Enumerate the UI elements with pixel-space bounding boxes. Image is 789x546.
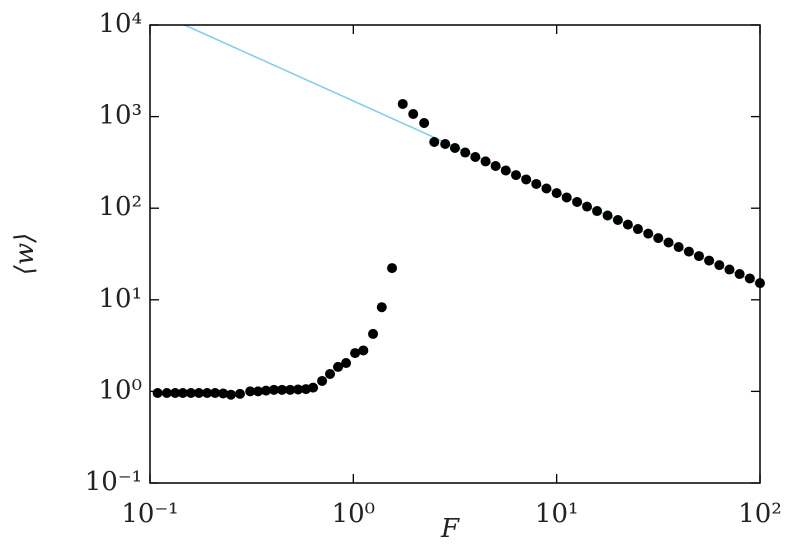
x-tick-label: 10² bbox=[738, 499, 782, 529]
data-point bbox=[582, 201, 593, 212]
y-tick-label: 10⁻¹ bbox=[85, 467, 142, 497]
data-point bbox=[387, 263, 398, 274]
plot-frame bbox=[149, 24, 761, 484]
data-point bbox=[511, 170, 522, 181]
y-tick-label: 10³ bbox=[98, 101, 142, 131]
y-tick-label: 10² bbox=[98, 192, 142, 222]
data-point bbox=[460, 147, 471, 158]
data-point bbox=[325, 368, 336, 379]
data-point bbox=[470, 152, 481, 163]
data-point bbox=[177, 388, 188, 399]
data-point bbox=[480, 156, 491, 167]
data-point bbox=[368, 328, 379, 339]
data-point bbox=[350, 348, 361, 359]
x-axis-label: F bbox=[440, 514, 460, 544]
data-point bbox=[268, 384, 279, 395]
data-point bbox=[683, 246, 694, 257]
data-point bbox=[653, 233, 664, 244]
data-point bbox=[333, 361, 344, 372]
data-point bbox=[724, 264, 735, 275]
data-point bbox=[185, 388, 196, 399]
data-point bbox=[308, 382, 319, 393]
data-point bbox=[561, 192, 572, 203]
markers bbox=[152, 98, 765, 400]
data-point bbox=[245, 386, 256, 397]
y-tick-label: 10⁰ bbox=[98, 375, 142, 405]
data-point bbox=[663, 237, 674, 248]
data-point bbox=[602, 210, 613, 221]
data-point bbox=[161, 388, 172, 399]
data-point bbox=[612, 215, 623, 226]
data-point bbox=[551, 188, 562, 199]
data-point bbox=[744, 273, 755, 284]
data-point bbox=[317, 375, 328, 386]
data-point bbox=[152, 388, 163, 399]
data-point bbox=[218, 388, 229, 399]
data-point bbox=[592, 206, 603, 217]
data-point bbox=[419, 118, 430, 129]
data-point bbox=[643, 228, 654, 239]
data-point bbox=[234, 388, 245, 399]
x-tick-label: 10⁰ bbox=[332, 499, 376, 529]
data-point bbox=[693, 251, 704, 262]
data-point bbox=[622, 219, 633, 230]
y-axis-label: ⟨w⟩ bbox=[10, 233, 40, 276]
data-point bbox=[572, 196, 583, 207]
data-point bbox=[704, 255, 715, 266]
data-point bbox=[531, 178, 542, 189]
data-point bbox=[376, 302, 387, 313]
y-tick-label: 10¹ bbox=[98, 284, 142, 314]
data-point bbox=[210, 388, 221, 399]
data-point bbox=[541, 183, 552, 194]
data-point bbox=[714, 260, 725, 271]
x-tick-label: 10¹ bbox=[535, 499, 579, 529]
y-tick-label: 10⁴ bbox=[98, 9, 142, 39]
data-point bbox=[277, 384, 288, 395]
data-point bbox=[293, 384, 304, 395]
data-point bbox=[202, 388, 213, 399]
data-point bbox=[673, 242, 684, 253]
data-point bbox=[193, 388, 204, 399]
data-point bbox=[397, 98, 408, 109]
data-point bbox=[429, 137, 440, 148]
data-point bbox=[632, 224, 643, 235]
data-point bbox=[440, 139, 451, 150]
data-point bbox=[341, 358, 352, 369]
data-point bbox=[285, 384, 296, 395]
data-point bbox=[734, 269, 745, 280]
data-point bbox=[170, 388, 181, 399]
data-point bbox=[490, 160, 501, 171]
data-point bbox=[358, 345, 369, 356]
data-point bbox=[408, 109, 419, 120]
data-point bbox=[449, 143, 460, 154]
data-point bbox=[500, 165, 511, 176]
data-point bbox=[521, 174, 532, 185]
x-tick-label: 10⁻¹ bbox=[121, 499, 178, 529]
data-point bbox=[261, 385, 272, 396]
data-point bbox=[225, 389, 236, 400]
data-point bbox=[253, 386, 264, 397]
